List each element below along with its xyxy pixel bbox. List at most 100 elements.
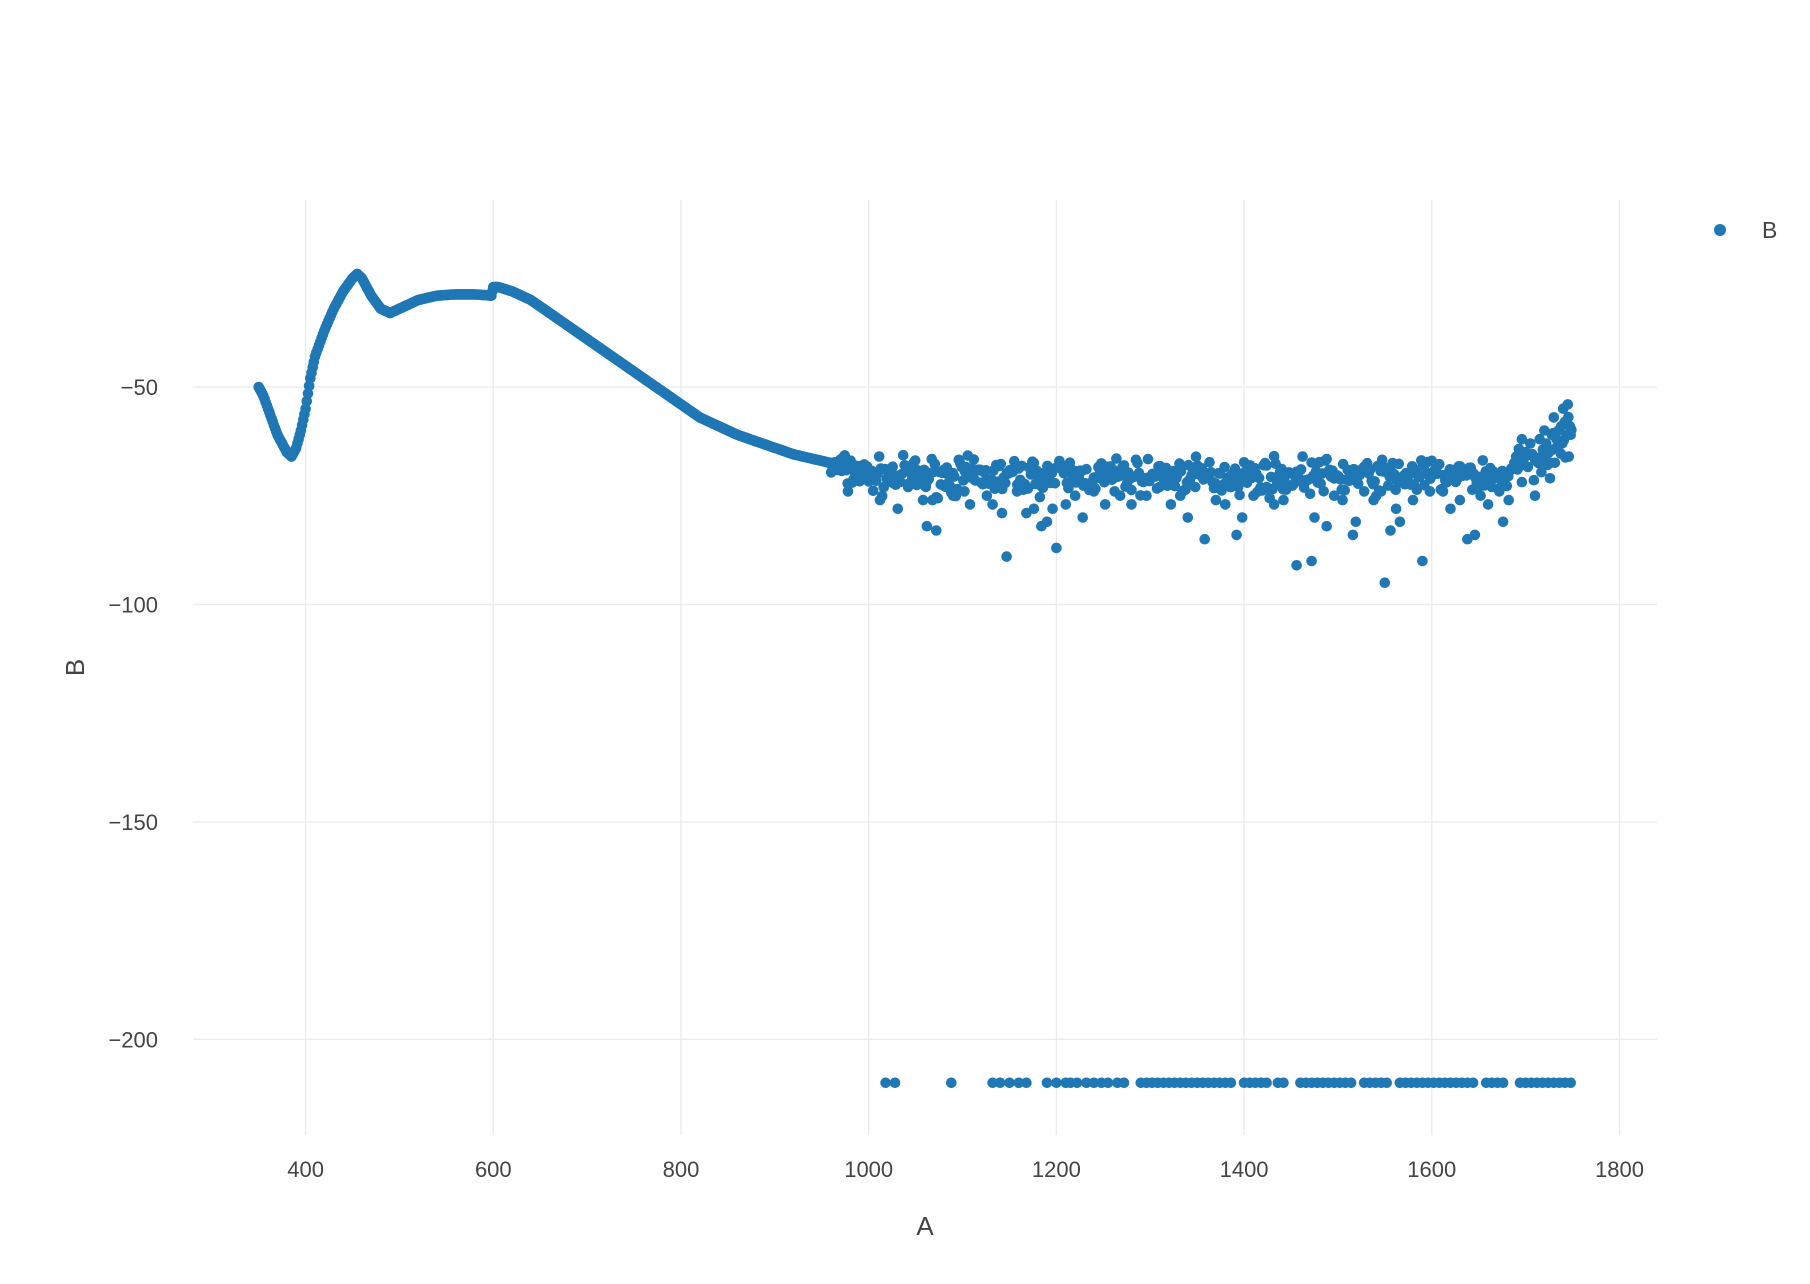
- data-point: [1352, 478, 1364, 490]
- data-point: [1001, 551, 1012, 562]
- data-point: [1004, 1077, 1015, 1089]
- data-point: [1099, 499, 1111, 510]
- data-point: [1407, 494, 1419, 506]
- data-point: [959, 486, 970, 497]
- data-point: [987, 1077, 998, 1089]
- data-point: [1565, 1077, 1576, 1089]
- data-point: [1546, 429, 1558, 441]
- data-point: [1477, 455, 1489, 466]
- data-point: [1510, 451, 1522, 462]
- data-point: [1051, 542, 1062, 554]
- data-point: [1063, 482, 1074, 494]
- data-point: [1049, 478, 1061, 489]
- data-point: [1175, 490, 1186, 502]
- data-point: [917, 494, 929, 506]
- data-point: [1051, 1077, 1062, 1089]
- data-point: [981, 490, 993, 502]
- data-point: [873, 451, 885, 462]
- data-point: [1225, 1077, 1237, 1089]
- data-point: [1503, 494, 1514, 506]
- data-point: [1437, 486, 1449, 497]
- data-point: [1190, 451, 1202, 463]
- data-point: [1234, 489, 1245, 501]
- data-point: [1190, 481, 1201, 493]
- data-point: [1358, 486, 1370, 497]
- data-point: [1133, 467, 1145, 479]
- data-point: [1529, 490, 1541, 502]
- data-point: [927, 494, 938, 506]
- data-point: [1549, 457, 1561, 469]
- data-point: [1034, 491, 1046, 503]
- data-point: [943, 477, 954, 489]
- data-point: [1088, 1077, 1100, 1089]
- data-points: [253, 268, 1577, 1089]
- data-point: [1497, 516, 1509, 528]
- data-point: [1417, 555, 1428, 567]
- data-point: [1210, 494, 1222, 506]
- legend-marker: [1714, 224, 1726, 236]
- data-point: [1525, 438, 1536, 449]
- data-point: [1236, 512, 1248, 523]
- data-point: [947, 490, 959, 502]
- data-point: [1528, 474, 1540, 486]
- data-point: [1565, 429, 1576, 441]
- data-point: [1013, 1077, 1025, 1089]
- data-point: [1041, 516, 1053, 528]
- data-point: [1028, 503, 1040, 515]
- data-point: [1548, 412, 1560, 423]
- data-point: [1141, 490, 1152, 502]
- data-point: [1482, 499, 1494, 510]
- data-point: [1102, 1077, 1114, 1089]
- data-point: [1541, 438, 1552, 449]
- data-point: [1497, 1077, 1509, 1089]
- data-point: [1069, 490, 1081, 502]
- data-point: [1368, 494, 1379, 506]
- x-tick-label: 1800: [1595, 1157, 1644, 1182]
- data-point: [1375, 486, 1387, 497]
- data-point: [1562, 399, 1574, 410]
- data-point: [1393, 458, 1404, 470]
- data-point: [1516, 476, 1528, 488]
- data-point: [1337, 494, 1348, 506]
- data-point: [1454, 494, 1466, 506]
- data-point: [886, 477, 898, 489]
- data-point: [1321, 520, 1332, 532]
- data-point: [1445, 503, 1456, 515]
- grid-lines: [193, 200, 1657, 1135]
- data-point: [1199, 533, 1210, 545]
- data-point: [1390, 484, 1401, 496]
- data-point: [1081, 463, 1092, 475]
- data-point: [1381, 1077, 1392, 1089]
- data-point: [878, 481, 889, 493]
- data-point: [1278, 1077, 1289, 1089]
- data-point: [842, 486, 854, 497]
- data-point: [1424, 486, 1436, 497]
- data-point: [1306, 457, 1317, 468]
- data-point: [1142, 453, 1154, 465]
- x-tick-label: 1600: [1407, 1157, 1456, 1182]
- legend[interactable]: B: [1714, 217, 1777, 243]
- data-point: [1467, 1077, 1479, 1089]
- x-tick-label: 600: [475, 1157, 512, 1182]
- data-point: [1321, 453, 1332, 465]
- data-point: [1475, 490, 1486, 502]
- data-point: [1304, 488, 1316, 500]
- data-point: [1126, 499, 1137, 510]
- y-tick-label: −200: [108, 1027, 158, 1052]
- data-point: [1385, 525, 1396, 536]
- data-point: [1165, 499, 1177, 510]
- data-point: [1390, 503, 1402, 515]
- data-point: [1253, 472, 1265, 484]
- x-axis-title: A: [916, 1211, 934, 1241]
- data-point: [1154, 481, 1165, 493]
- data-point: [931, 525, 942, 536]
- data-point: [976, 477, 987, 489]
- data-point: [1118, 1077, 1130, 1089]
- data-point: [1041, 1077, 1053, 1089]
- data-point: [1077, 512, 1088, 523]
- data-point: [1563, 451, 1575, 462]
- data-point: [1132, 457, 1143, 469]
- data-point: [1306, 555, 1317, 567]
- data-point: [1111, 453, 1122, 464]
- data-point: [1297, 451, 1308, 462]
